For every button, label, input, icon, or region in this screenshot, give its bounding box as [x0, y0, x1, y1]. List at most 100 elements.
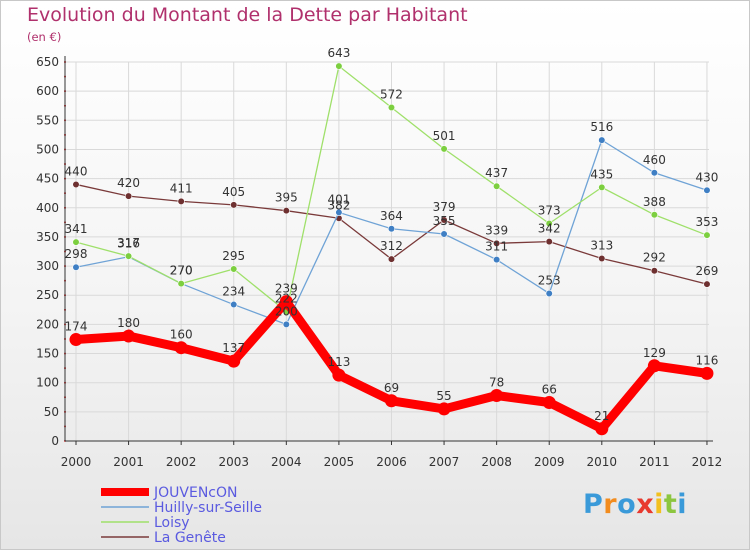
data-label: 270	[170, 264, 193, 278]
logo-letter: r	[603, 489, 618, 520]
x-tick-label: 2008	[481, 455, 512, 469]
y-tick-label: 450	[36, 172, 59, 186]
data-point	[542, 396, 556, 410]
data-point	[174, 341, 188, 355]
logo-letter: t	[663, 489, 678, 520]
logo-letter: i	[654, 489, 664, 520]
data-label: 200	[275, 304, 298, 318]
data-label: 234	[222, 285, 245, 299]
data-point	[650, 211, 658, 219]
data-point	[598, 183, 606, 191]
data-label: 66	[542, 383, 557, 397]
series-jouvencon	[69, 295, 714, 436]
x-tick-label: 2000	[61, 455, 92, 469]
y-tick-label: 550	[36, 113, 59, 127]
data-label: 317	[117, 236, 140, 250]
x-tick-label: 2003	[218, 455, 249, 469]
data-point	[230, 201, 238, 209]
data-label: 160	[170, 328, 193, 342]
data-label: 460	[643, 153, 666, 167]
data-point	[72, 180, 80, 189]
data-label: 501	[433, 129, 456, 143]
data-label: 21	[594, 409, 609, 423]
series-loisy	[72, 62, 711, 316]
data-point	[598, 254, 606, 263]
unit-label: (en €)	[27, 30, 62, 44]
data-label: 253	[538, 273, 561, 287]
data-label: 342	[538, 222, 561, 236]
data-point	[650, 267, 658, 275]
data-label: 405	[222, 185, 245, 199]
logo-letter: x	[636, 489, 655, 520]
data-label: 174	[65, 320, 88, 334]
y-tick-label: 250	[36, 288, 59, 302]
data-point	[72, 238, 80, 246]
data-point	[703, 186, 711, 194]
data-label: 292	[643, 251, 666, 265]
data-point	[493, 182, 501, 190]
data-point	[703, 280, 711, 288]
data-point	[335, 62, 343, 70]
y-tick-label: 600	[36, 84, 59, 98]
data-label: 316	[117, 237, 140, 251]
y-tick-label: 300	[36, 259, 59, 273]
data-label: 379	[433, 200, 456, 214]
x-tick-label: 2005	[324, 455, 355, 469]
y-tick-label: 0	[51, 434, 59, 448]
data-label: 311	[485, 240, 508, 254]
x-tick-label: 2001	[113, 455, 144, 469]
legend-label: JOUVENcON	[153, 485, 237, 501]
x-tick-label: 2004	[271, 455, 302, 469]
logo-letter: o	[617, 489, 637, 520]
y-tick-label: 650	[36, 55, 59, 69]
data-label: 355	[433, 214, 456, 228]
data-label: 270	[170, 264, 193, 278]
data-label: 437	[485, 166, 508, 180]
data-point	[122, 329, 136, 343]
y-tick-label: 500	[36, 142, 59, 156]
logo-letter: P	[583, 489, 604, 520]
data-label: 516	[590, 120, 613, 134]
chart-title: Evolution du Montant de la Dette par Hab…	[27, 4, 468, 26]
data-point	[282, 320, 290, 328]
x-tick-label: 2007	[429, 455, 460, 469]
logo-letter: i	[677, 489, 688, 520]
data-label: 116	[696, 353, 719, 367]
data-label: 55	[436, 389, 451, 403]
x-tick-label: 2012	[692, 455, 723, 469]
data-point	[124, 192, 133, 200]
y-tick-label: 200	[36, 317, 59, 331]
data-point	[490, 389, 504, 403]
data-label: 572	[380, 87, 403, 101]
data-point	[72, 263, 80, 271]
data-label: 353	[696, 215, 719, 229]
y-tick-label: 100	[36, 376, 59, 390]
data-label: 298	[65, 247, 88, 261]
data-label: 401	[327, 192, 350, 206]
y-tick-label: 150	[36, 347, 59, 361]
x-tick-label: 2011	[639, 455, 670, 469]
data-point	[545, 219, 553, 228]
data-label: 78	[489, 376, 504, 390]
y-tick-label: 50	[44, 405, 59, 419]
data-label: 420	[117, 176, 140, 190]
data-point	[545, 289, 553, 298]
data-point	[332, 368, 346, 382]
data-point	[493, 256, 501, 264]
data-label: 411	[170, 181, 193, 195]
data-label: 341	[65, 222, 88, 236]
data-label: 312	[380, 239, 403, 253]
legend-label: La Genête	[154, 530, 226, 546]
data-point	[387, 225, 396, 233]
data-label: 388	[643, 195, 666, 209]
data-label: 373	[538, 204, 561, 218]
data-point	[650, 169, 658, 177]
data-point	[227, 354, 241, 368]
data-point	[440, 230, 448, 238]
data-point	[703, 231, 711, 239]
data-label: 435	[590, 167, 613, 181]
data-label: 69	[384, 381, 399, 395]
x-tick-label: 2002	[166, 455, 197, 469]
